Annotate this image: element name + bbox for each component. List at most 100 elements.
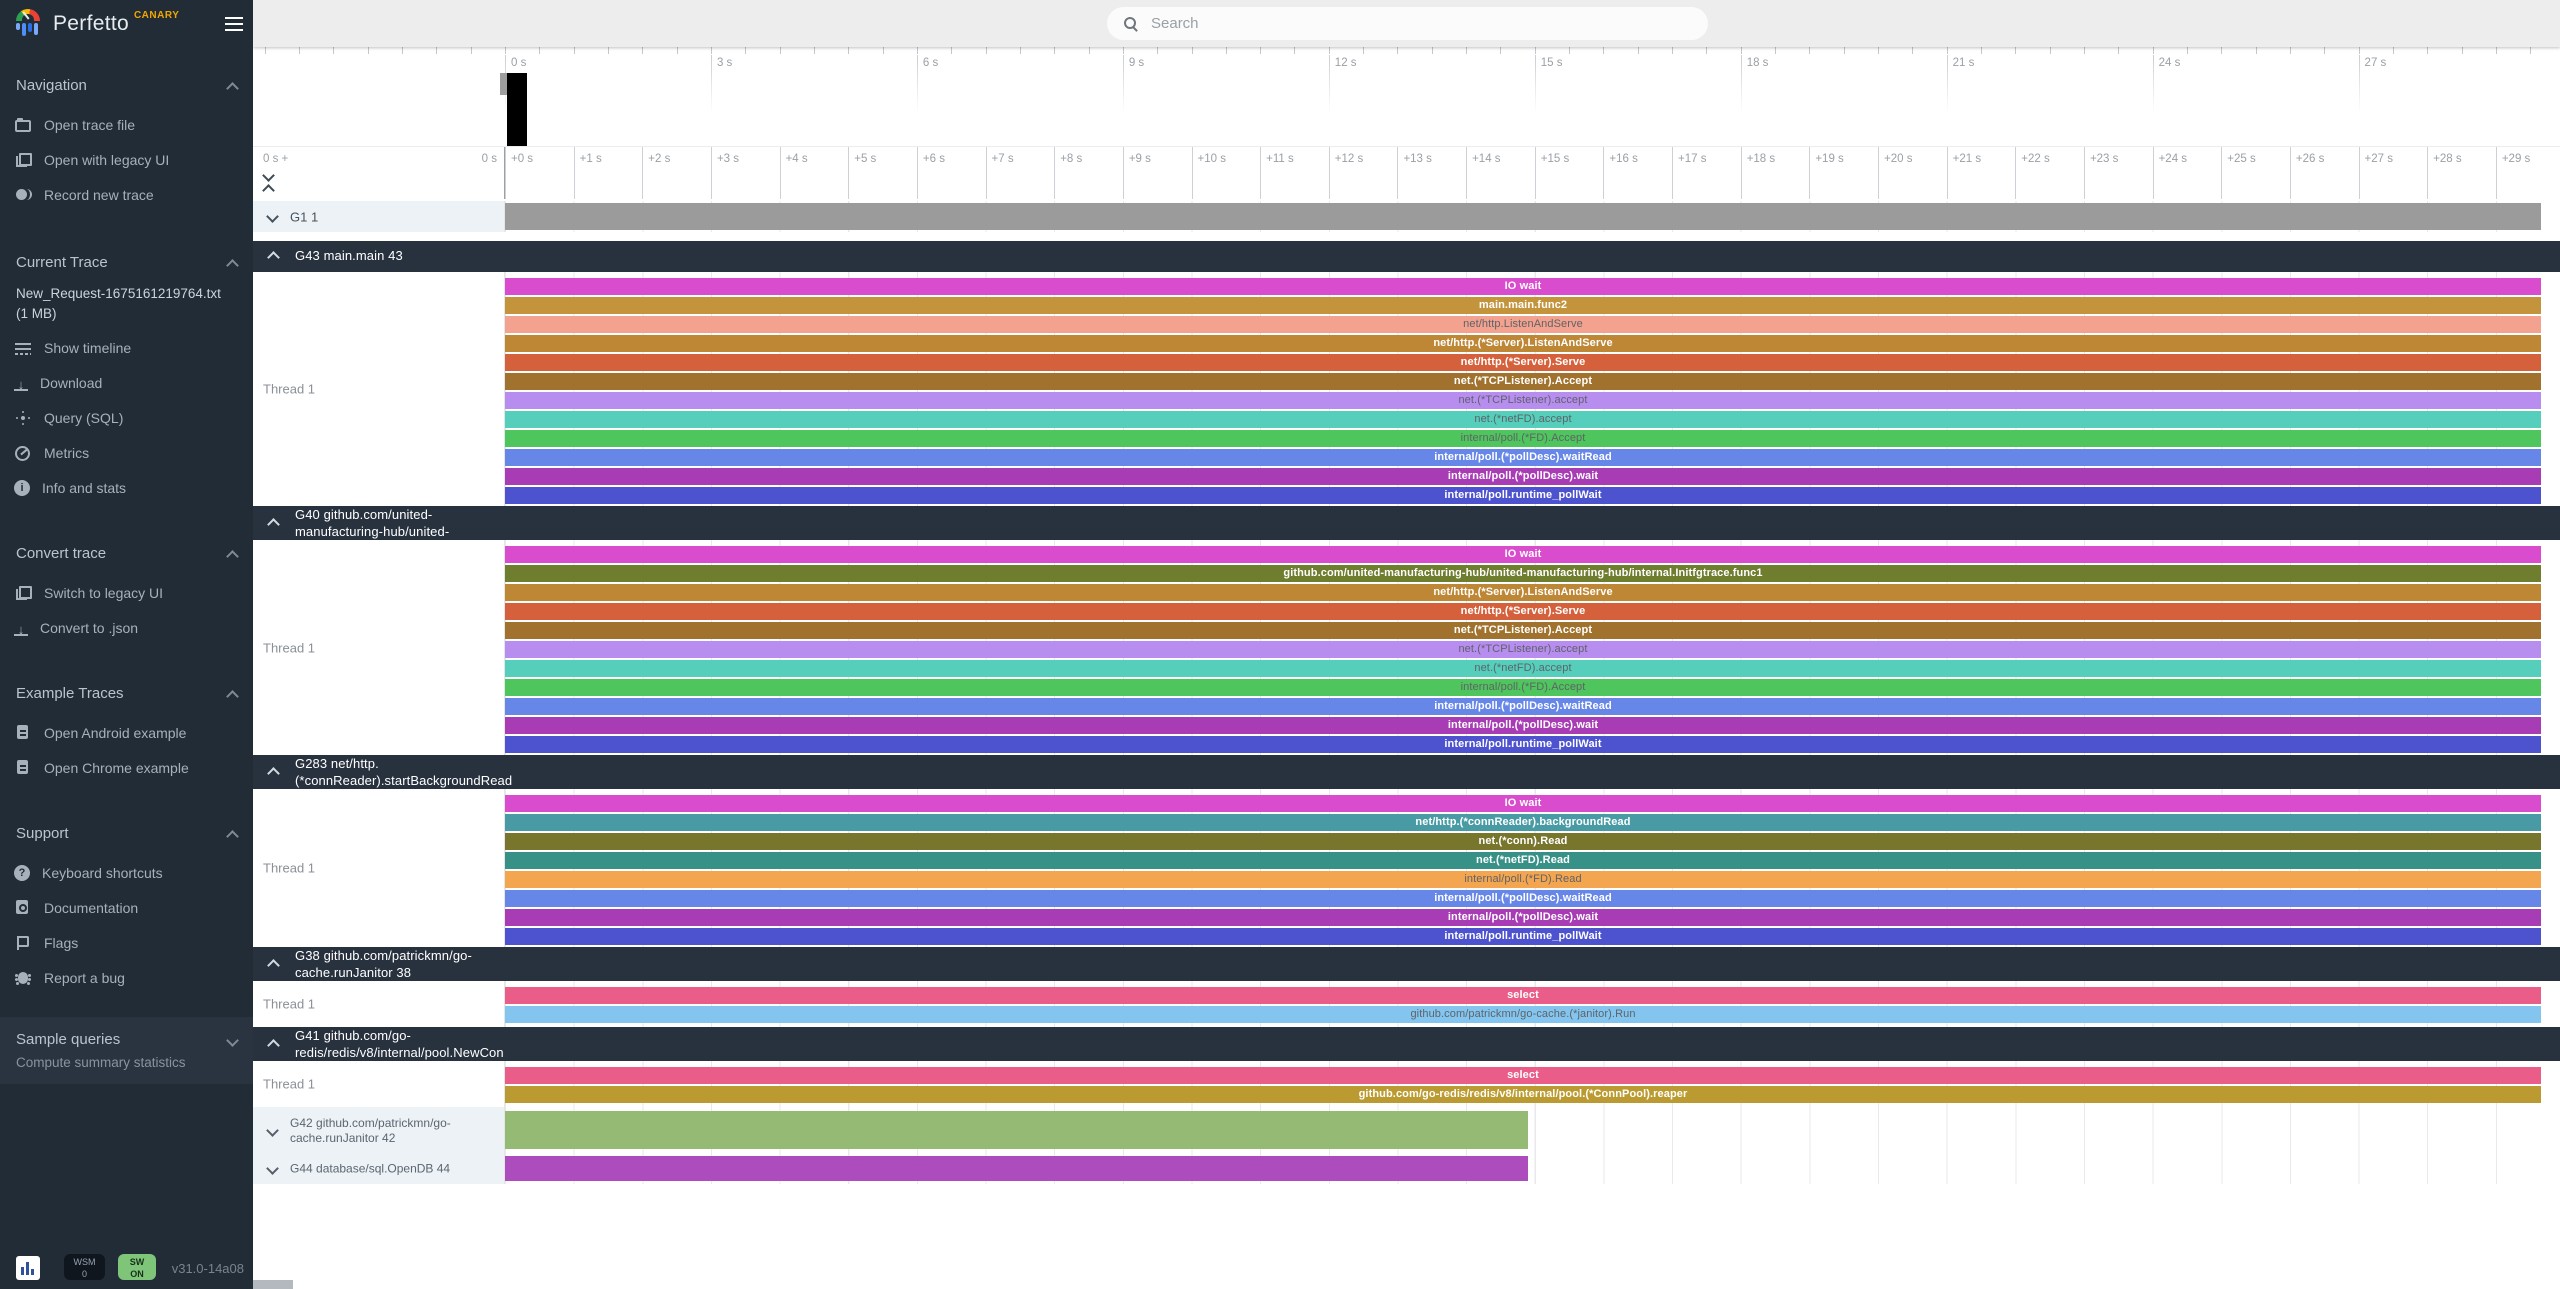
trace-slice[interactable]: internal/poll.(*pollDesc).waitRead	[505, 890, 2541, 907]
ruler-mark-line	[1603, 147, 1605, 199]
histogram-icon[interactable]	[16, 1256, 40, 1280]
trace-slice[interactable]: internal/poll.runtime_pollWait	[505, 736, 2541, 753]
track-group-header-g40[interactable]: G40 github.com/united- manufacturing-hub…	[253, 506, 2560, 540]
trace-slice[interactable]: net.(*netFD).accept	[505, 411, 2541, 428]
trace-slice[interactable]: net.(*TCPListener).Accept	[505, 622, 2541, 639]
sidebar-item-report-a-bug[interactable]: Report a bug	[0, 960, 253, 995]
section-header-example-traces[interactable]: Example Traces	[0, 681, 253, 705]
track-group-header-g41[interactable]: G41 github.com/go- redis/redis/v8/intern…	[253, 1027, 2560, 1061]
sidebar-item-open-trace-file[interactable]: Open trace file	[0, 107, 253, 142]
trace-slice[interactable]: net.(*TCPListener).Accept	[505, 373, 2541, 390]
sidebar-item-open-legacy-ui[interactable]: Open with legacy UI	[0, 142, 253, 177]
trace-slice[interactable]: internal/poll.(*pollDesc).wait	[505, 717, 2541, 734]
trace-slice[interactable]: internal/poll.runtime_pollWait	[505, 928, 2541, 945]
trace-slice[interactable]: select	[505, 987, 2541, 1004]
sidebar-item-switch-legacy-ui[interactable]: Switch to legacy UI	[0, 575, 253, 610]
trace-slice[interactable]: net.(*netFD).Read	[505, 852, 2541, 869]
overview-minor-tick	[2530, 47, 2532, 54]
trace-slice[interactable]: github.com/patrickmn/go-cache.(*janitor)…	[505, 1006, 2541, 1023]
trace-slice[interactable]: internal/poll.(*FD).Accept	[505, 679, 2541, 696]
trace-slice[interactable]	[505, 1111, 1528, 1149]
trace-slice[interactable]: IO wait	[505, 546, 2541, 563]
trace-slice[interactable]: net.(*conn).Read	[505, 833, 2541, 850]
sidebar-item-show-timeline[interactable]: Show timeline	[0, 330, 253, 365]
track-group-header-g38[interactable]: G38 github.com/patrickmn/go- cache.runJa…	[253, 947, 2560, 981]
trace-slice[interactable]: internal/poll.(*pollDesc).waitRead	[505, 449, 2541, 466]
sidebar-item-metrics[interactable]: Metrics	[0, 435, 253, 470]
sidebar-item-record-new-trace[interactable]: Record new trace	[0, 177, 253, 212]
sidebar-item-convert-to-json[interactable]: Convert to .json	[0, 610, 253, 645]
viewport-left-handle[interactable]	[500, 73, 507, 95]
service-worker-badge[interactable]: SW ON	[118, 1254, 156, 1280]
wsm-badge[interactable]: WSM 0	[64, 1254, 105, 1280]
trace-slice[interactable]: internal/poll.(*pollDesc).waitRead	[505, 698, 2541, 715]
trace-slice[interactable]: net/http.ListenAndServe	[505, 316, 2541, 333]
sidebar-item-documentation[interactable]: Documentation	[0, 890, 253, 925]
trace-slice[interactable]: net/http.(*Server).ListenAndServe	[505, 584, 2541, 601]
trace-slice[interactable]: internal/poll.runtime_pollWait	[505, 487, 2541, 504]
ruler-mark-line	[2358, 147, 2360, 199]
chevron-up-icon	[226, 549, 239, 563]
search-box[interactable]	[1107, 7, 1708, 40]
sidebar-item-query-sql[interactable]: Query (SQL)	[0, 400, 253, 435]
overview-minor-tick	[1191, 47, 1193, 54]
viewport-selection[interactable]	[507, 73, 527, 146]
trace-slice[interactable]: internal/poll.(*FD).Accept	[505, 430, 2541, 447]
ruler-mark-line	[1946, 147, 1948, 199]
overview-minor-tick	[916, 47, 918, 54]
trace-slice[interactable]: internal/poll.(*pollDesc).wait	[505, 909, 2541, 926]
overview-minor-tick	[676, 47, 678, 54]
trace-slice[interactable]: IO wait	[505, 278, 2541, 295]
trace-slice[interactable]: net.(*netFD).accept	[505, 660, 2541, 677]
overview-major-tick	[916, 55, 918, 113]
sidebar-item-open-android-example[interactable]: Open Android example	[0, 715, 253, 750]
section-header-convert-trace[interactable]: Convert trace	[0, 541, 253, 565]
chevron-up-icon	[267, 518, 280, 531]
track-label-g1[interactable]: G1 1	[253, 201, 505, 232]
sidebar-item-flags[interactable]: Flags	[0, 925, 253, 960]
expand-collapse-all-control[interactable]	[262, 169, 275, 201]
overview-minor-tick	[402, 47, 404, 54]
trace-slice[interactable]: main.main.func2	[505, 297, 2541, 314]
overview-minor-tick	[2358, 47, 2360, 54]
trace-slice[interactable]: net/http.(*Server).Serve	[505, 354, 2541, 371]
section-header-sample-queries[interactable]: Sample queries	[0, 1027, 253, 1051]
overview-minor-tick	[2015, 47, 2017, 54]
section-header-current-trace[interactable]: Current Trace	[0, 250, 253, 274]
trace-slice[interactable]: select	[505, 1067, 2541, 1084]
trace-slice[interactable]: net/http.(*connReader).backgroundRead	[505, 814, 2541, 831]
current-trace-name: New_Request-1675161219764.txt	[16, 286, 221, 301]
track-group-header-g283[interactable]: G283 net/http. (*connReader).startBackgr…	[253, 755, 2560, 789]
sidebar-item-open-chrome-example[interactable]: Open Chrome example	[0, 750, 253, 785]
sample-query-compute-summary[interactable]: Compute summary statistics	[16, 1055, 186, 1070]
overview-minor-tick	[1225, 47, 1227, 54]
trace-slice[interactable]: net/http.(*Server).Serve	[505, 603, 2541, 620]
overview-major-tick	[1122, 55, 1124, 113]
trace-slice[interactable]	[505, 1156, 1528, 1181]
track-label-g42[interactable]: G42 github.com/patrickmn/go- cache.runJa…	[253, 1107, 505, 1154]
ruler-mark-line	[1740, 147, 1742, 199]
sidebar-item-download[interactable]: Download	[0, 365, 253, 400]
overview-tick-label: 18 s	[1746, 57, 1769, 69]
trace-slice[interactable]: github.com/united-manufacturing-hub/unit…	[505, 565, 2541, 582]
trace-slice[interactable]: net.(*TCPListener).accept	[505, 392, 2541, 409]
trace-slice[interactable]: internal/poll.(*FD).Read	[505, 871, 2541, 888]
trace-slice[interactable]	[505, 203, 2541, 230]
trace-slice[interactable]: github.com/go-redis/redis/v8/internal/po…	[505, 1086, 2541, 1103]
section-header-navigation[interactable]: Navigation	[0, 73, 253, 97]
section-header-support[interactable]: Support	[0, 821, 253, 845]
trace-slice[interactable]: net/http.(*Server).ListenAndServe	[505, 335, 2541, 352]
sidebar-item-info-and-stats[interactable]: i Info and stats	[0, 470, 253, 505]
track-label-g44[interactable]: G44 database/sql.OpenDB 44	[253, 1154, 505, 1184]
trace-slice[interactable]: net.(*TCPListener).accept	[505, 641, 2541, 658]
hamburger-menu-icon[interactable]	[225, 22, 243, 25]
trace-slice[interactable]: IO wait	[505, 795, 2541, 812]
timeline-overview[interactable]: 0 s 3 s 6 s 9 s 12 s 15 s 18 s 21 s 24 s 27 s	[253, 47, 2560, 146]
sidebar-item-keyboard-shortcuts[interactable]: ? Keyboard shortcuts	[0, 855, 253, 890]
search-input[interactable]	[1149, 14, 1692, 33]
trace-slice[interactable]: internal/poll.(*pollDesc).wait	[505, 468, 2541, 485]
track-spacer	[253, 232, 2560, 241]
track-group-header-g43[interactable]: G43 main.main 43	[253, 241, 2560, 272]
ruler-mark-line	[710, 147, 712, 199]
ruler-mark-label: +12 s	[1334, 153, 1364, 165]
